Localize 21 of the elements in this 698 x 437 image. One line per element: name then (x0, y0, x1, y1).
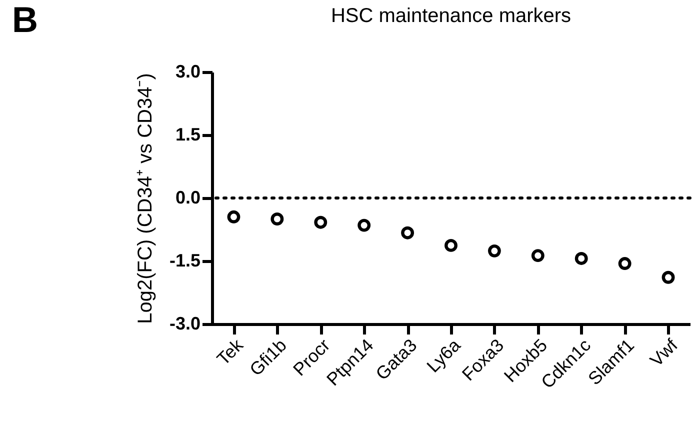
y-tick-label: 0.0 (175, 188, 200, 208)
point (574, 252, 588, 265)
point (227, 210, 240, 224)
y-tick-label: 1.5 (175, 124, 200, 144)
y-tick-label: 3.0 (175, 62, 200, 82)
point (488, 244, 501, 258)
y-axis-title: Log2(FC) (CD34⁺ vs CD34⁻) (134, 73, 156, 324)
chart-title: HSC maintenance markers (330, 5, 572, 27)
point (444, 238, 458, 252)
y-tick-label: -1.5 (169, 250, 200, 270)
point (618, 257, 632, 270)
x-tick-label: Vwf (646, 334, 682, 370)
point (270, 212, 284, 226)
point (401, 226, 414, 240)
point (662, 270, 675, 284)
point (314, 216, 328, 229)
point (358, 218, 371, 232)
point (531, 249, 544, 262)
text: B (12, 0, 38, 40)
y-tick-label: -3.0 (169, 314, 200, 334)
x-tick-label: Tek (213, 334, 248, 370)
